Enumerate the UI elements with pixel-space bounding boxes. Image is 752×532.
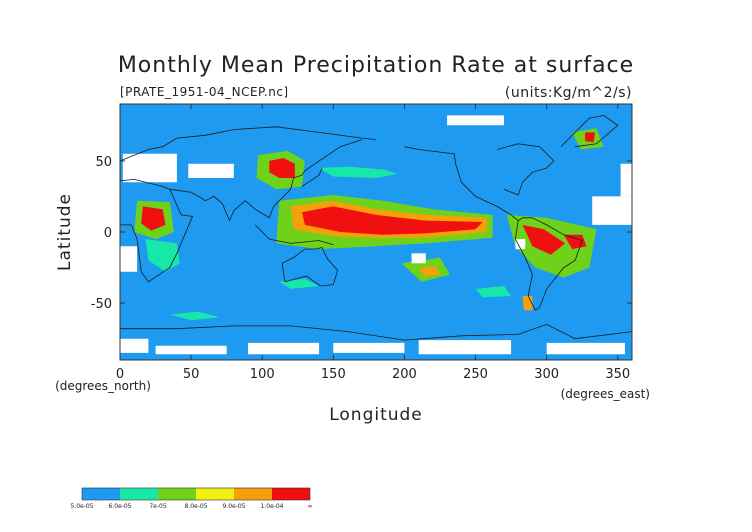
missing-region-13 (515, 239, 526, 250)
missing-region-1 (188, 163, 234, 178)
precip-region-15 (585, 132, 595, 143)
precip-region-3 (269, 158, 295, 178)
precip-region-9 (522, 224, 566, 255)
y-tick-label: -50 (91, 297, 112, 312)
missing-region-3 (120, 338, 149, 353)
colorbar-frame (81, 487, 311, 501)
coastline-3 (281, 247, 339, 287)
x-axis-label: Longitude (329, 405, 423, 425)
coastline-5 (254, 224, 334, 246)
x-unit-label: (degrees_east) (561, 387, 650, 401)
colorbar-swatch-3 (196, 488, 234, 500)
x-tick-label: 100 (250, 367, 275, 382)
colorbar-label: 8.0e-05 (184, 503, 207, 510)
precip-region-19 (475, 286, 512, 298)
x-tick-label: 200 (392, 367, 417, 382)
y-unit-label: (degrees_north) (55, 379, 151, 393)
missing-region-6 (333, 342, 405, 353)
coastline-2 (169, 139, 362, 222)
colorbar-swatch-4 (234, 488, 272, 500)
chart-title: Monthly Mean Precipitation Rate at surfa… (118, 53, 634, 78)
colorbar-swatch-0 (82, 488, 120, 500)
colorbar-swatch-5 (272, 488, 310, 500)
x-axis: 0 50 100 150 200 250 300 350 (116, 104, 630, 382)
y-axis: -50 0 50 (91, 155, 632, 312)
precip-region-8 (145, 239, 180, 272)
plot-area (120, 104, 632, 360)
x-tick-label: 50 (183, 367, 200, 382)
precip-region-0 (302, 206, 483, 235)
x-tick-label: 300 (534, 367, 559, 382)
missing-region-9 (592, 196, 632, 225)
precip-region-18 (279, 278, 320, 289)
missing-region-0 (122, 153, 177, 183)
x-tick-label: 350 (605, 367, 630, 382)
coastline-10 (120, 323, 632, 341)
coastline-1 (120, 178, 194, 283)
coastline-6 (404, 146, 533, 222)
colorbar-label: 5.0e-05 (70, 503, 93, 510)
missing-region-10 (620, 163, 632, 197)
coastline-9 (560, 114, 619, 148)
units-label: (units:Kg/m^2/s) (505, 85, 632, 101)
x-tick-label: 250 (463, 367, 488, 382)
y-tick-label: 50 (95, 155, 112, 170)
colorbar-swatch-1 (120, 488, 158, 500)
precip-region-17 (169, 311, 220, 321)
colorbar-label: 6.0e-05 (108, 503, 131, 510)
precip-region-6 (141, 206, 166, 231)
missing-region-7 (418, 340, 512, 355)
chart-subtitle: [PRATE_1951-04_NCEP.nc] (120, 85, 289, 99)
colorbar-label: ∞ (308, 503, 313, 510)
missing-region-2 (120, 246, 138, 272)
precip-region-13 (418, 266, 440, 277)
x-tick-label: 150 (321, 367, 346, 382)
missing-region-5 (248, 342, 320, 355)
colorbar-label: 1.0e-04 (260, 503, 283, 510)
missing-region-12 (411, 253, 426, 264)
y-axis-label: Latitude (55, 193, 75, 271)
missing-region-4 (155, 345, 227, 355)
colorbar-swatch-2 (158, 488, 196, 500)
missing-region-8 (546, 342, 625, 355)
coastline-7 (514, 217, 583, 311)
y-tick-label: 0 (104, 226, 112, 241)
coastline-4 (301, 167, 323, 187)
coastline-8 (496, 143, 555, 196)
missing-data-areas (120, 115, 632, 355)
x-tick-label: 0 (116, 367, 124, 382)
precip-region-5 (319, 166, 398, 178)
precip-region-14 (522, 296, 533, 311)
colorbar: 5.0e-05 6.0e-05 7e-05 8.0e-05 9.0e-05 1.0e-04… (70, 487, 313, 510)
missing-region-11 (447, 115, 504, 126)
coastlines (120, 114, 632, 341)
colorbar-label: 9.0e-05 (222, 503, 245, 510)
coastline-0 (120, 126, 377, 162)
colorbar-label: 7e-05 (149, 503, 166, 510)
